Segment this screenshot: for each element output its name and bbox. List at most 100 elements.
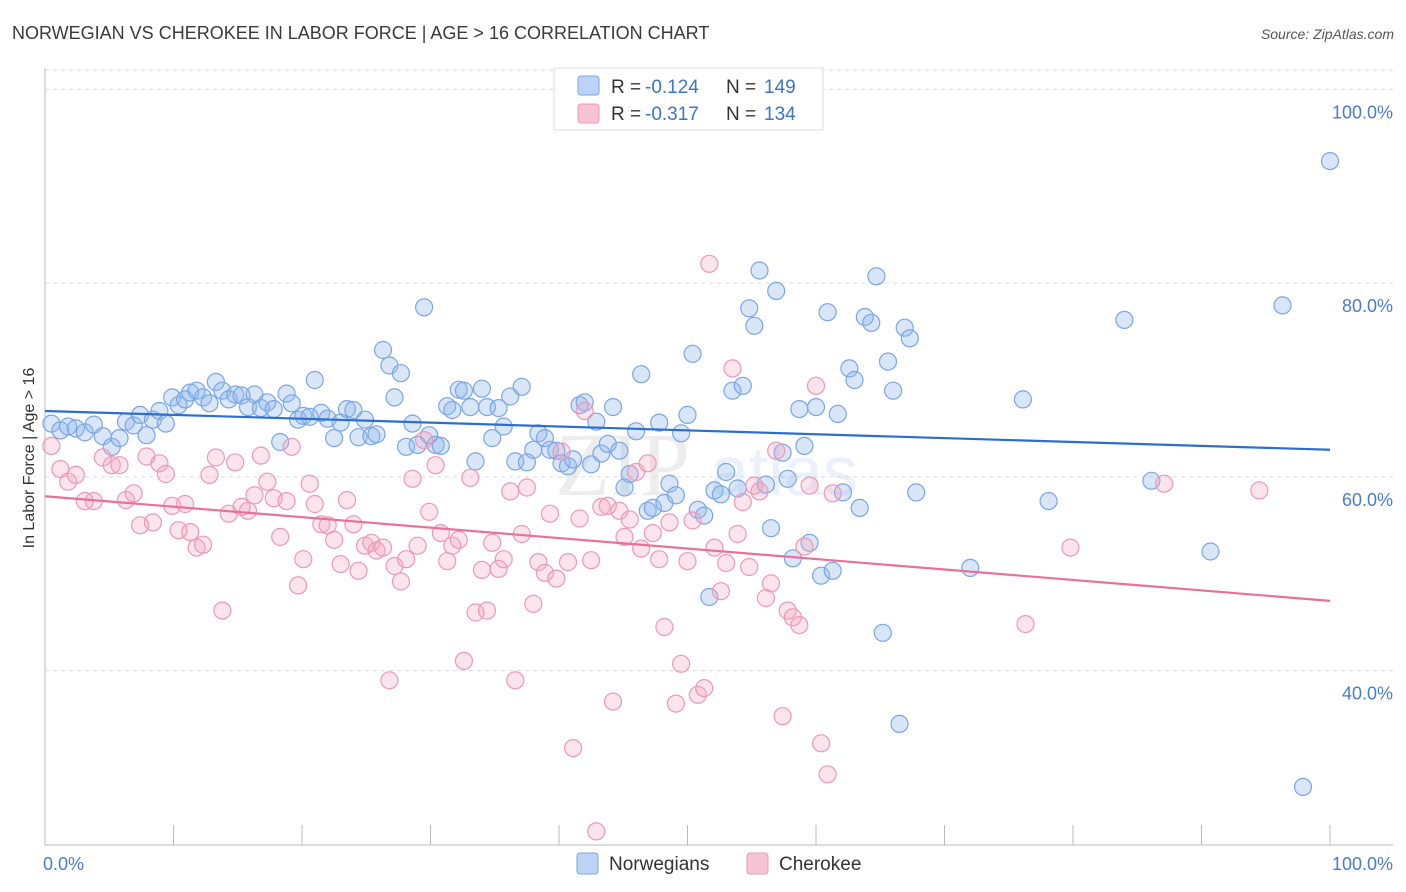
norwegians-point xyxy=(300,407,319,426)
x-tick-label: 0.0% xyxy=(43,854,84,874)
cherokee-point xyxy=(506,671,525,690)
cherokee-point xyxy=(632,539,651,558)
norwegians-point xyxy=(723,381,742,400)
cherokee-point xyxy=(331,554,350,574)
y-tick-label: 80.0% xyxy=(1342,296,1393,316)
y-tick-label: 60.0% xyxy=(1342,490,1393,510)
cherokee-point xyxy=(282,437,301,456)
cherokee-point xyxy=(277,492,296,511)
cherokee-point xyxy=(700,254,719,273)
cherokee-r-value: -0.317 xyxy=(645,104,699,125)
norwegians-point xyxy=(750,261,769,280)
cherokee-point xyxy=(143,513,162,532)
series-norwegians xyxy=(42,152,1340,797)
norwegians-point xyxy=(862,313,881,332)
norwegians-point xyxy=(660,474,679,493)
norwegians-point xyxy=(740,299,759,318)
cherokee-point xyxy=(408,536,427,555)
cherokee-point xyxy=(397,550,416,569)
cherokee-point xyxy=(194,535,213,554)
cherokee-point xyxy=(800,476,819,495)
norwegians-point xyxy=(494,417,513,436)
cherokee-point xyxy=(818,765,837,784)
gridlines xyxy=(45,69,1393,672)
norwegians-point xyxy=(615,478,634,497)
cherokee-point xyxy=(466,603,485,622)
norwegians-point xyxy=(1320,152,1340,171)
norwegians-point xyxy=(961,558,980,578)
norwegians-point xyxy=(391,364,410,383)
norwegians-point xyxy=(337,400,357,419)
norwegians-point xyxy=(535,429,555,448)
norwegians-point xyxy=(840,359,859,378)
legend-norwegians-swatch xyxy=(576,852,599,875)
cherokee-point xyxy=(587,822,606,841)
norwegians-point xyxy=(828,404,847,423)
cherokee-point xyxy=(420,502,439,521)
cherokee-point xyxy=(517,478,537,497)
cherokee-point xyxy=(524,594,543,613)
norwegians-point xyxy=(66,419,85,438)
cherokee-point xyxy=(563,738,583,758)
norwegians-point xyxy=(325,429,344,448)
norwegians-point xyxy=(811,566,831,585)
cherokee-point xyxy=(373,538,393,557)
cherokee-point xyxy=(472,560,491,580)
norwegians-point xyxy=(570,396,589,415)
series-cherokee xyxy=(42,254,1269,841)
norwegians-point xyxy=(823,561,842,580)
norwegians-point xyxy=(895,318,914,337)
cherokee-point xyxy=(570,509,589,528)
norwegians-point xyxy=(489,399,508,418)
cherokee-point xyxy=(540,504,560,523)
cherokee-point xyxy=(767,441,786,460)
cherokee-point xyxy=(325,530,344,549)
cherokee-point xyxy=(483,533,502,552)
cherokee-point xyxy=(620,510,639,529)
norwegians-point xyxy=(638,501,657,520)
cherokee-point xyxy=(790,615,809,635)
norwegians-n-value: 149 xyxy=(764,77,796,98)
cherokee-point xyxy=(671,654,691,673)
legend-cherokee-label: Cherokee xyxy=(779,854,861,875)
cherokee-point xyxy=(349,561,368,580)
x-tick-labels: 0.0% 100.0% xyxy=(43,854,1393,874)
norwegians-point xyxy=(232,386,251,405)
cherokee-point xyxy=(575,401,594,421)
norwegians-point xyxy=(200,394,219,413)
cherokee-point xyxy=(454,651,473,671)
cherokee-point xyxy=(615,527,634,547)
cherokee-point xyxy=(200,465,219,484)
cherokee-point xyxy=(305,494,324,514)
cherokee-point xyxy=(678,552,697,571)
norwegians-point xyxy=(110,429,129,448)
norwegians-point xyxy=(867,267,886,286)
cherokee-point xyxy=(449,530,468,549)
norwegians-point xyxy=(778,469,797,488)
cherokee-point xyxy=(238,501,258,520)
norwegians-point xyxy=(156,414,175,433)
cherokee-point xyxy=(535,563,555,582)
cherokee-point xyxy=(271,527,290,547)
cherokee-point xyxy=(761,574,781,593)
cherokee-point xyxy=(403,469,422,488)
legend-norwegians-label: Norwegians xyxy=(609,854,709,875)
y-tick-label: 40.0% xyxy=(1342,684,1393,704)
norwegians-point xyxy=(540,440,560,459)
chart-source: Source: ZipAtlas.com xyxy=(1261,26,1394,42)
norwegians-point xyxy=(745,316,764,335)
axes xyxy=(44,68,1393,846)
cherokee-point xyxy=(740,557,759,577)
norwegians-point xyxy=(349,428,368,447)
cherokee-point xyxy=(688,685,707,704)
cherokee-point xyxy=(258,472,277,491)
cherokee-point xyxy=(494,550,513,569)
norwegians-point xyxy=(1013,390,1033,409)
cherokee-point xyxy=(344,515,363,534)
cherokee-point xyxy=(638,454,657,473)
cherokee-point xyxy=(116,491,136,510)
norwegians-n-label: N = xyxy=(726,77,756,98)
cherokee-point xyxy=(581,551,601,570)
norwegians-point xyxy=(671,424,691,443)
